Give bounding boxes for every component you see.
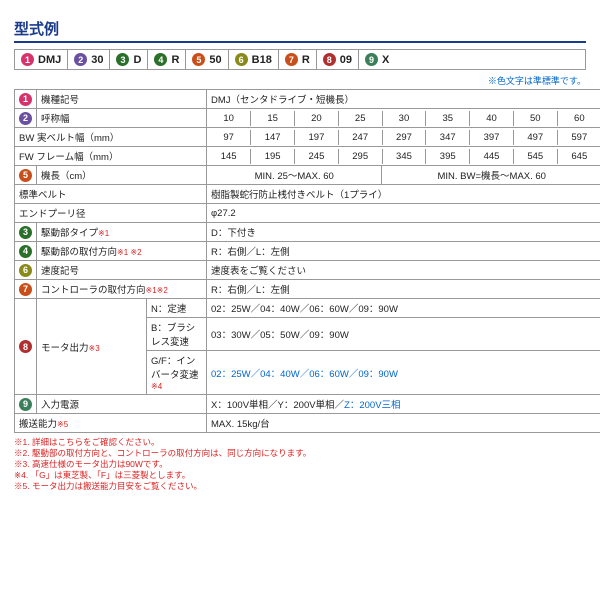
badge-3: 3 (19, 226, 32, 239)
model-text: 30 (91, 54, 103, 66)
num-badge: 4 (154, 53, 167, 66)
table-row: 8 モータ出力※3 N：定速 02：25W／04：40W／06：60W／09：9… (15, 299, 600, 318)
badge-5: 5 (19, 169, 32, 182)
num-badge: 6 (235, 53, 248, 66)
model-segment: 4R (148, 50, 186, 69)
heading: 型式例 (14, 18, 586, 43)
badge-1: 1 (19, 93, 32, 106)
model-text: D (133, 54, 141, 66)
num-badge: 7 (285, 53, 298, 66)
spec-table: 1 機種記号 DMJ（センタドライブ・短機長） 2 呼称幅 1015202530… (14, 89, 600, 433)
model-segment: 2 30 (68, 50, 110, 69)
model-segment: 5 50 (186, 50, 228, 69)
table-row: 7 コントローラの取付方向※1※2 R：右側／L：左側 (15, 280, 600, 299)
table-row: 3 駆動部タイプ※1 D：下付き (15, 223, 600, 242)
footnotes: ※1. 詳細はこちらをご確認ください。※2. 駆動部の取付方向と、コントローラの… (14, 437, 586, 492)
model-text: 09 (340, 54, 352, 66)
num-badge: 2 (74, 53, 87, 66)
model-segment: 9X (359, 50, 395, 69)
model-segment: 8 09 (317, 50, 359, 69)
num-badge: 5 (192, 53, 205, 66)
table-row: 搬送能力※5 MAX. 15kg/台 (15, 414, 600, 433)
table-row: BW 実ベルト幅（mm） 97147197247297347397497597 (15, 128, 600, 147)
num-badge: 8 (323, 53, 336, 66)
table-row: 4 駆動部の取付方向※1 ※2 R：右側／L：左側 (15, 242, 600, 261)
model-text: 50 (209, 54, 221, 66)
badge-6: 6 (19, 264, 32, 277)
table-row: 6 速度記号 速度表をご覧ください (15, 261, 600, 280)
table-row: 2 呼称幅 101520253035405060 (15, 109, 600, 128)
model-text: B18 (252, 54, 272, 66)
badge-2: 2 (19, 112, 32, 125)
table-row: FW フレーム幅（mm） 145195245295345395445545645 (15, 147, 600, 166)
legend-note: ※色文字は準標準です。 (14, 74, 586, 87)
num-badge: 3 (116, 53, 129, 66)
model-text: R (171, 54, 179, 66)
model-segment: 1 DMJ (15, 50, 68, 69)
badge-8: 8 (19, 340, 32, 353)
footnote-line: ※1. 詳細はこちらをご確認ください。 (14, 437, 586, 448)
badge-4: 4 (19, 245, 32, 258)
model-text: DMJ (38, 54, 61, 66)
table-row: 9 入力電源 X：100V単相／Y：200V単相／Z：200V三相 (15, 395, 600, 414)
footnote-line: ※2. 駆動部の取付方向と、コントローラの取付方向は、同じ方向になります。 (14, 448, 586, 459)
model-segment: 6 B18 (229, 50, 279, 69)
model-text: R (302, 54, 310, 66)
model-segment: 7R (279, 50, 317, 69)
badge-7: 7 (19, 283, 32, 296)
num-badge: 9 (365, 53, 378, 66)
footnote-line: ※3. 高速仕様のモータ出力は90Wです。 (14, 459, 586, 470)
footnote-line: ※5. モータ出力は搬送能力目安をご覧ください。 (14, 481, 586, 492)
num-badge: 1 (21, 53, 34, 66)
table-row: 5 機長（cm） MIN. 25～MAX. 60MIN. BW=機長～MAX. … (15, 166, 600, 185)
model-segment: 3D (110, 50, 148, 69)
table-row: 1 機種記号 DMJ（センタドライブ・短機長） (15, 90, 600, 109)
table-row: 標準ベルト樹脂製蛇行防止桟付きベルト（1プライ） (15, 185, 600, 204)
table-row: エンドプーリ径φ27.2 (15, 204, 600, 223)
footnote-line: ※4. 「G」は東芝製、「F」は三菱製とします。 (14, 470, 586, 481)
model-text: X (382, 54, 389, 66)
badge-9: 9 (19, 398, 32, 411)
model-code-row: 1DMJ2303D4R5506B187R8099X (14, 49, 586, 70)
